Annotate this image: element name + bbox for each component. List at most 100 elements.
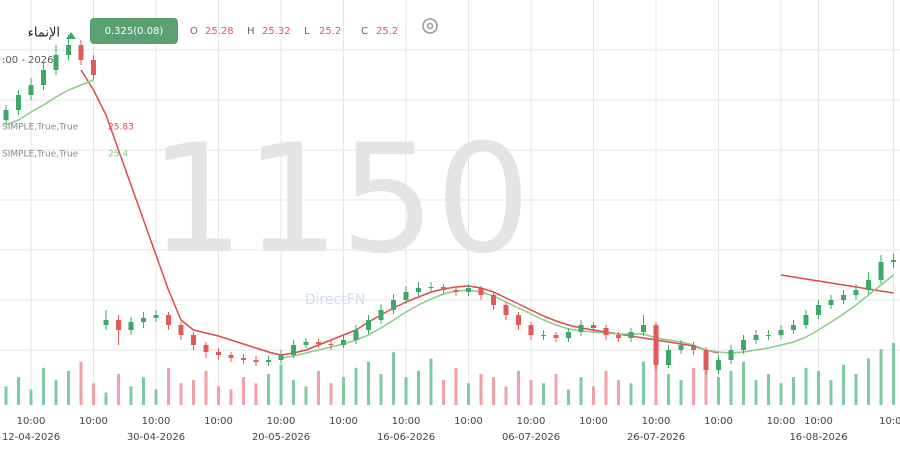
candle-body (866, 280, 871, 290)
volume-bar (517, 370, 520, 405)
volume-bar (742, 361, 745, 405)
volume-bar (829, 380, 833, 405)
volume-bar (117, 374, 120, 405)
ohlc-label: H (247, 26, 255, 37)
candle-body (316, 342, 321, 344)
volume-bar (879, 349, 883, 405)
volume-bar (617, 380, 620, 405)
ohlc-label: C (361, 26, 368, 37)
candle-body (828, 300, 834, 305)
candle-body (466, 288, 471, 292)
candle-body (803, 315, 809, 325)
change-label: 0.325(0.08) (105, 26, 164, 37)
volume-bar (692, 367, 695, 405)
x-date-label: 06-07-2026 (502, 432, 560, 443)
watermark: 1150 (149, 113, 531, 287)
candle-body (878, 262, 884, 280)
volume-bar (817, 370, 820, 405)
candle-body (203, 345, 209, 352)
volume-bar (529, 380, 533, 405)
volume-bar (42, 367, 45, 405)
candle-body (378, 310, 384, 320)
volume-bar (892, 343, 895, 405)
volume-bar (79, 361, 83, 405)
ohlc-value: 25.2 (319, 26, 341, 37)
volume-bar (167, 367, 170, 405)
candle-body (591, 325, 596, 328)
volume-bar (792, 377, 795, 405)
ma-legend: SIMPLE,True,True 25.83 SIMPLE,True,True 25.… (2, 123, 134, 160)
volume-bar (154, 389, 158, 405)
candle-body (666, 350, 671, 365)
ma-name: SIMPLE,True,True (2, 123, 79, 133)
volume-bar (367, 361, 370, 405)
settings-icon-center (426, 22, 434, 30)
candle-body (216, 352, 221, 355)
ohlc-label: O (190, 26, 198, 37)
candle-body (741, 340, 746, 350)
volume-bar (54, 380, 58, 405)
settings-icon[interactable] (422, 18, 438, 34)
x-date-label: 16-06-2026 (377, 432, 435, 443)
candle-body (703, 350, 709, 370)
volume-bar (804, 367, 808, 405)
candle-body (166, 315, 171, 325)
x-tick-label: 10:00 (79, 416, 108, 427)
candle-body (328, 344, 334, 345)
ma-value: 25.4 (108, 150, 128, 160)
candle-body (553, 335, 559, 338)
candle-body (428, 287, 434, 288)
x-date-label: 16-08-2026 (789, 432, 847, 443)
candle-body (441, 287, 446, 290)
x-date-label: 26-07-2026 (627, 432, 685, 443)
x-tick-label: 10:00 (767, 416, 796, 427)
ma-name: SIMPLE,True,True (2, 150, 79, 160)
volume-bar (204, 370, 208, 405)
volume-bar (304, 386, 308, 405)
x-tick-label: 10:00 (879, 416, 900, 427)
candle-body (241, 358, 246, 360)
ohlc-value: 25.28 (205, 26, 234, 37)
x-tick-label: 10:00 (517, 416, 546, 427)
volume-bar (267, 374, 270, 405)
volume-bar (104, 392, 108, 405)
volume-bar (604, 370, 608, 405)
x-axis: 10:00 10:00 10:00 10:00 10:00 10:00 10:00 10:00… (2, 416, 900, 443)
volume-bar (454, 367, 458, 405)
candle-body (78, 45, 84, 60)
candle-body (641, 325, 646, 332)
volume-bar (754, 380, 758, 405)
x-date-label: 30-04-2026 (127, 432, 185, 443)
brand-watermark: DirectFN (305, 292, 365, 308)
volume-bar (479, 374, 483, 405)
volume-bar (679, 380, 683, 405)
volume-bar (654, 346, 658, 405)
volume-bar (392, 352, 395, 405)
volume-bar (242, 377, 245, 405)
x-date-label: 20-05-2026 (252, 432, 310, 443)
moving-averages (5, 69, 894, 359)
candle-body (191, 335, 196, 345)
candles (3, 35, 896, 375)
candle-body (403, 292, 409, 300)
volume-bar (192, 380, 195, 405)
ma-value: 25.83 (108, 123, 134, 133)
candle-body (391, 300, 396, 310)
candle-body (841, 295, 846, 300)
volume-bar (767, 374, 770, 405)
volume-bar (554, 374, 558, 405)
volume-bar (442, 380, 445, 405)
x-date-label: 12-04-2026 (2, 432, 60, 443)
candle-body (653, 325, 659, 365)
volume-bar (254, 383, 258, 405)
change-badge[interactable] (90, 18, 178, 44)
x-tick-label: 10:00 (804, 416, 833, 427)
candle-body (578, 325, 584, 332)
candle-body (128, 322, 134, 330)
candle-body (628, 332, 634, 338)
volume-bar (867, 358, 870, 405)
candle-body (753, 335, 759, 340)
candle-body (453, 290, 459, 292)
volume-bar (729, 370, 733, 405)
candle-body (303, 342, 309, 345)
